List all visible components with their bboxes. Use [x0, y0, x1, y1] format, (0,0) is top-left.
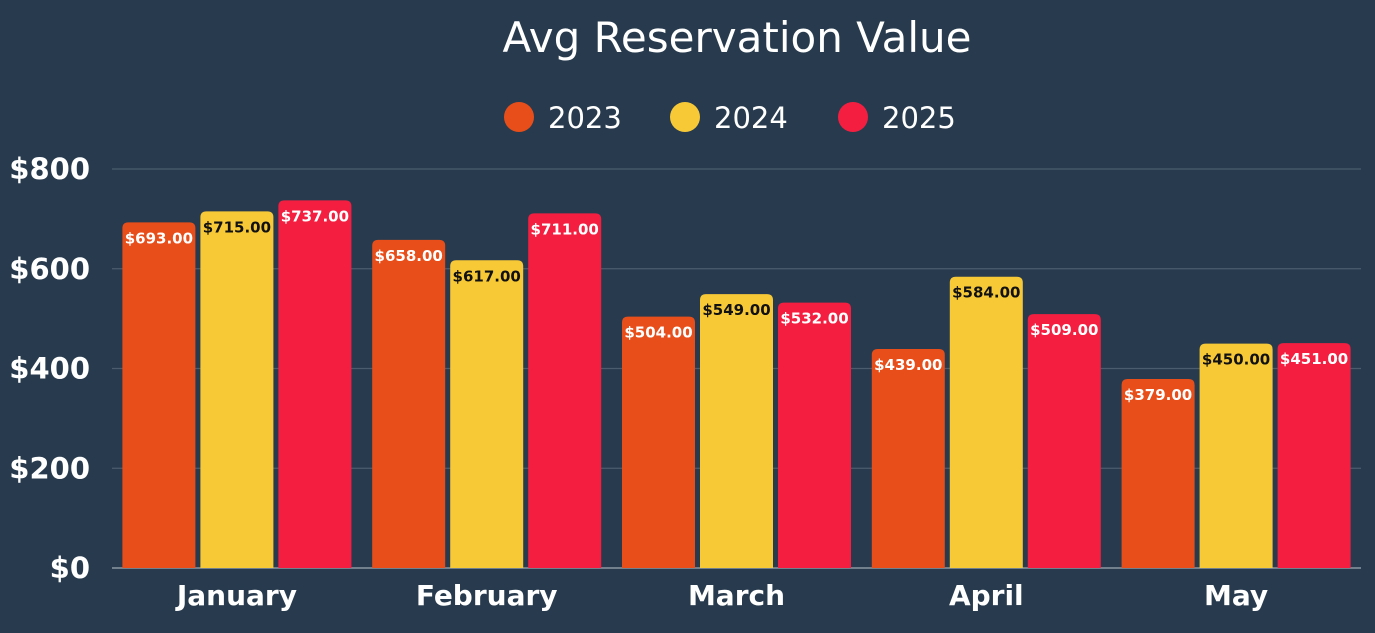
data-label-march-2025: $532.00	[780, 310, 848, 328]
bar-february-2023	[372, 239, 446, 568]
legend-label-2023: 2023	[548, 101, 622, 135]
x-axis: January February March April May	[175, 579, 1268, 612]
y-tick-label: $800	[9, 152, 90, 186]
bar-february-2025	[528, 213, 602, 569]
data-label-may-2025: $451.00	[1280, 350, 1348, 368]
data-label-april-2024: $584.00	[952, 284, 1020, 302]
bar-january-2024	[200, 211, 274, 569]
data-label-march-2024: $549.00	[702, 301, 770, 319]
bar-may-2023	[1121, 378, 1195, 568]
y-tick-label: $600	[9, 252, 90, 286]
data-label-january-2023: $693.00	[125, 229, 193, 247]
data-label-january-2024: $715.00	[203, 218, 271, 236]
bar-march-2023	[622, 316, 695, 568]
legend: 2023 2024 2025	[504, 101, 956, 135]
y-tick-label: $200	[9, 451, 90, 485]
legend-swatch-2025	[838, 102, 868, 132]
bar-march-2024	[700, 294, 773, 568]
bar-february-2024	[450, 260, 524, 568]
data-label-april-2025: $509.00	[1030, 321, 1098, 339]
x-tick-label-february: February	[416, 579, 558, 612]
data-label-april-2023: $439.00	[874, 356, 942, 374]
data-label-march-2023: $504.00	[624, 324, 692, 342]
bar-april-2025	[1027, 314, 1101, 568]
bar-labels: $693.00 $715.00 $737.00 $658.00 $617.00 $711.…	[125, 207, 1349, 404]
legend-label-2024: 2024	[714, 101, 788, 135]
y-tick-label: $0	[50, 551, 90, 585]
data-label-february-2024: $617.00	[453, 267, 521, 285]
bar-january-2023	[122, 222, 196, 568]
legend-label-2025: 2025	[882, 101, 956, 135]
bar-april-2024	[949, 276, 1023, 568]
data-label-february-2025: $711.00	[531, 220, 599, 238]
data-label-may-2024: $450.00	[1202, 351, 1270, 369]
chart-title: Avg Reservation Value	[503, 13, 972, 62]
x-tick-label-march: March	[688, 579, 785, 612]
bar-january-2025	[278, 200, 352, 568]
data-label-february-2023: $658.00	[375, 247, 443, 265]
x-tick-label-april: April	[949, 579, 1024, 612]
bars	[122, 200, 1351, 569]
data-label-may-2023: $379.00	[1124, 386, 1192, 404]
bar-may-2025	[1277, 343, 1351, 568]
x-tick-label-january: January	[175, 579, 297, 612]
y-axis: $0 $200 $400 $600 $800	[9, 152, 90, 585]
bar-may-2024	[1199, 343, 1273, 568]
x-tick-label-may: May	[1204, 579, 1268, 612]
legend-swatch-2023	[504, 102, 534, 132]
bar-april-2023	[871, 349, 945, 568]
y-tick-label: $400	[9, 352, 90, 386]
legend-swatch-2024	[670, 102, 700, 132]
data-label-january-2025: $737.00	[281, 207, 349, 225]
bar-march-2025	[778, 302, 851, 568]
